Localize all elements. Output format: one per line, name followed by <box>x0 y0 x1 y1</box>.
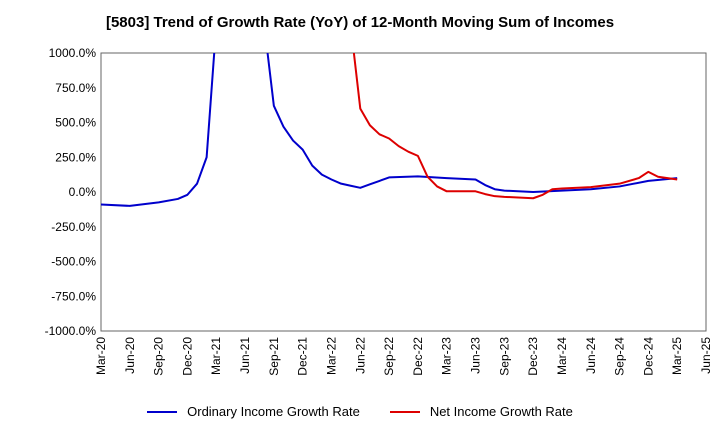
axis-layer <box>100 52 707 332</box>
legend-item-ordinary: Ordinary Income Growth Rate <box>147 404 360 419</box>
plot-frame <box>100 52 707 332</box>
y-tick-label: 750.0% <box>55 81 96 95</box>
x-tick-label: Mar-25 <box>670 337 684 375</box>
legend-label-net: Net Income Growth Rate <box>429 404 573 419</box>
x-tick-label: Dec-23 <box>526 337 540 376</box>
y-tick-label: 0.0% <box>69 185 97 199</box>
y-tick-label: -1000.0% <box>45 324 97 338</box>
x-tick-label: Sep-22 <box>382 337 396 376</box>
series-layer <box>101 53 678 207</box>
x-tick-label: Mar-22 <box>324 337 338 375</box>
chart-title: [5803] Trend of Growth Rate (YoY) of 12-… <box>105 14 615 31</box>
x-tick-label: Mar-24 <box>555 337 569 375</box>
x-tick-label: Jun-24 <box>584 337 598 374</box>
y-tick-label: -750.0% <box>51 289 96 303</box>
y-tick-label: -250.0% <box>51 220 96 234</box>
x-tick-label: Jun-25 <box>699 337 713 374</box>
x-tick-label: Mar-21 <box>209 337 223 375</box>
x-tick-label: Jun-20 <box>123 337 137 374</box>
x-tick-label: Dec-22 <box>411 337 425 376</box>
y-tick-label: -500.0% <box>51 255 96 269</box>
legend-label-ordinary: Ordinary Income Growth Rate <box>187 404 360 419</box>
x-tick-label: Dec-21 <box>296 337 310 376</box>
y-tick-label: 500.0% <box>55 116 96 130</box>
x-tick-label: Dec-24 <box>641 337 655 376</box>
legend-item-net: Net Income Growth Rate <box>389 404 573 419</box>
series-line-net-income <box>352 53 678 200</box>
legend: Ordinary Income Growth Rate Net Income G… <box>0 404 720 419</box>
legend-swatch-ordinary <box>147 410 178 413</box>
x-tick-label: Mar-20 <box>94 337 108 375</box>
x-tick-label: Jun-23 <box>469 337 483 374</box>
x-tick-label: Jun-22 <box>353 337 367 374</box>
series-line-ordinary-income <box>101 53 678 207</box>
x-tick-label: Sep-21 <box>267 337 281 376</box>
y-tick-label: 1000.0% <box>49 46 97 60</box>
legend-swatch-net <box>389 410 420 413</box>
x-tick-label: Dec-20 <box>180 337 194 376</box>
x-tick-label: Sep-20 <box>152 337 166 376</box>
x-tick-label: Sep-24 <box>613 337 627 376</box>
x-tick-label: Sep-23 <box>497 337 511 376</box>
y-tick-label: 250.0% <box>55 150 96 164</box>
x-tick-label: Mar-23 <box>440 337 454 375</box>
tick-label-layer: 1000.0% 750.0% 500.0% 250.0% 0.0% -250.0% -500… <box>45 46 713 376</box>
x-tick-label: Jun-21 <box>238 337 252 374</box>
